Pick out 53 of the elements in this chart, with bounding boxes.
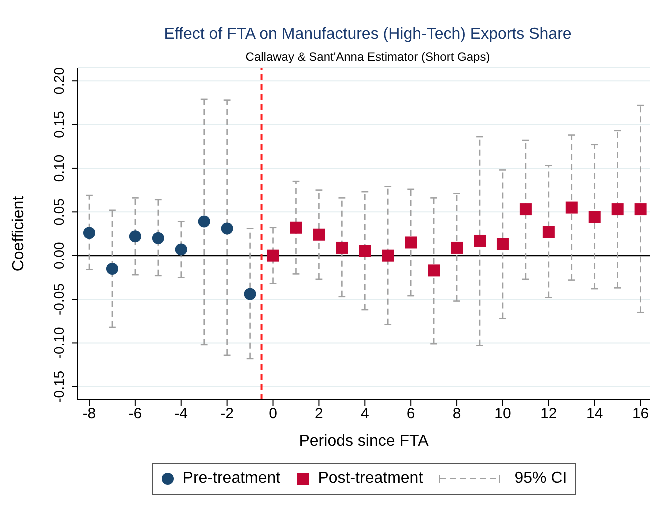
x-axis-title: Periods since FTA [299,433,430,450]
x-tick-label: 16 [632,406,650,423]
point [198,216,210,228]
point [496,238,509,250]
point [520,204,532,216]
legend-label: Pre-treatment [182,470,281,488]
point [566,202,578,214]
x-tick-label: -4 [174,406,188,423]
x-tick-label: -2 [220,406,234,423]
x-tick-label: 12 [540,406,558,423]
legend-label: Post-treatment [317,470,424,488]
point [267,250,280,262]
x-tick-label: 14 [586,406,604,423]
point [106,262,118,275]
point [588,211,601,224]
y-tick-label: -0.15 [51,370,67,403]
point [129,230,142,243]
point [152,232,164,244]
point [634,204,647,216]
y-tick-label: 0.00 [51,242,67,270]
x-tick-label: 4 [360,406,370,423]
point [244,288,256,300]
x-tick-label: -6 [128,406,142,423]
point [359,245,372,258]
y-tick-label: -0.05 [51,283,67,316]
point [451,242,464,254]
point [313,228,326,241]
y-tick-label: 0.05 [51,198,67,226]
point [336,242,348,254]
text: 95% CI [514,470,568,488]
x-tick-label: 2 [315,406,324,423]
y-tick-label: -0.10 [51,327,67,360]
point [175,244,188,256]
x-tick-label: 6 [406,406,416,423]
point [612,204,624,216]
chart-subtitle: Callaway & Sant'Anna Estimator (Short Gaps) [244,50,492,64]
y-tick-label: 0.20 [51,67,67,95]
point [405,236,418,249]
point [542,226,555,238]
point [428,264,440,277]
x-tick-label: 8 [452,406,462,423]
point [83,227,96,240]
y-tick-label: 0.10 [51,154,67,182]
chart-title: Effect of FTA on Manufactures (High-Tech) Exports Share [163,26,573,44]
y-tick-label: 0.15 [51,110,67,138]
x-tick-label: 0 [269,406,278,423]
point [290,222,302,234]
point [221,222,234,235]
x-tick-label: -8 [82,406,96,423]
x-tick-label: 10 [494,406,512,423]
point [474,234,486,247]
y-axis-title: Coefficient [10,196,28,272]
point [382,250,394,262]
